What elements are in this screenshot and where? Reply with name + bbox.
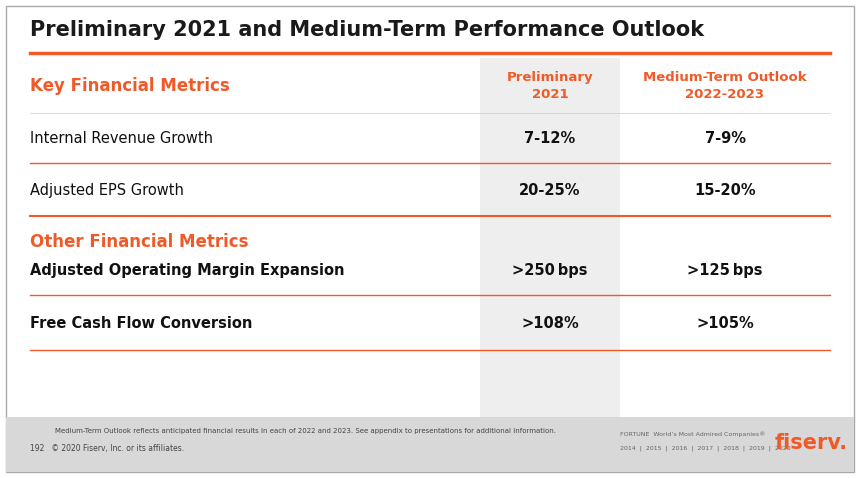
Text: 192   © 2020 Fiserv, Inc. or its affiliates.: 192 © 2020 Fiserv, Inc. or its affiliate… [30,444,184,453]
Text: Adjusted EPS Growth: Adjusted EPS Growth [30,183,184,197]
Text: 7-12%: 7-12% [525,130,575,145]
Text: >105%: >105% [696,315,754,330]
Text: Internal Revenue Growth: Internal Revenue Growth [30,130,213,145]
Text: Medium-Term Outlook
2022-2023: Medium-Term Outlook 2022-2023 [643,71,807,101]
Text: Preliminary 2021 and Medium-Term Performance Outlook: Preliminary 2021 and Medium-Term Perform… [30,20,704,40]
Text: >125 bps: >125 bps [687,263,763,279]
Text: FORTUNE  World’s Most Admired Companies®: FORTUNE World’s Most Admired Companies® [620,431,765,437]
Text: Medium-Term Outlook reflects anticipated financial results in each of 2022 and 2: Medium-Term Outlook reflects anticipated… [55,428,556,434]
Text: Preliminary
2021: Preliminary 2021 [507,71,593,101]
Bar [480,58,620,420]
Text: >108%: >108% [521,315,579,330]
Text: 20-25%: 20-25% [519,183,580,197]
Bar [6,417,854,472]
Text: Key Financial Metrics: Key Financial Metrics [30,77,230,95]
Text: Other Financial Metrics: Other Financial Metrics [30,233,249,251]
Text: 7-9%: 7-9% [704,130,746,145]
Text: >250 bps: >250 bps [513,263,587,279]
Text: 15-20%: 15-20% [694,183,756,197]
Text: 2014  |  2015  |  2016  |  2017  |  2018  |  2019  |  2020: 2014 | 2015 | 2016 | 2017 | 2018 | 2019 … [620,445,790,451]
Text: Adjusted Operating Margin Expansion: Adjusted Operating Margin Expansion [30,263,345,279]
Text: fiserv.: fiserv. [775,433,848,453]
Text: Free Cash Flow Conversion: Free Cash Flow Conversion [30,315,252,330]
